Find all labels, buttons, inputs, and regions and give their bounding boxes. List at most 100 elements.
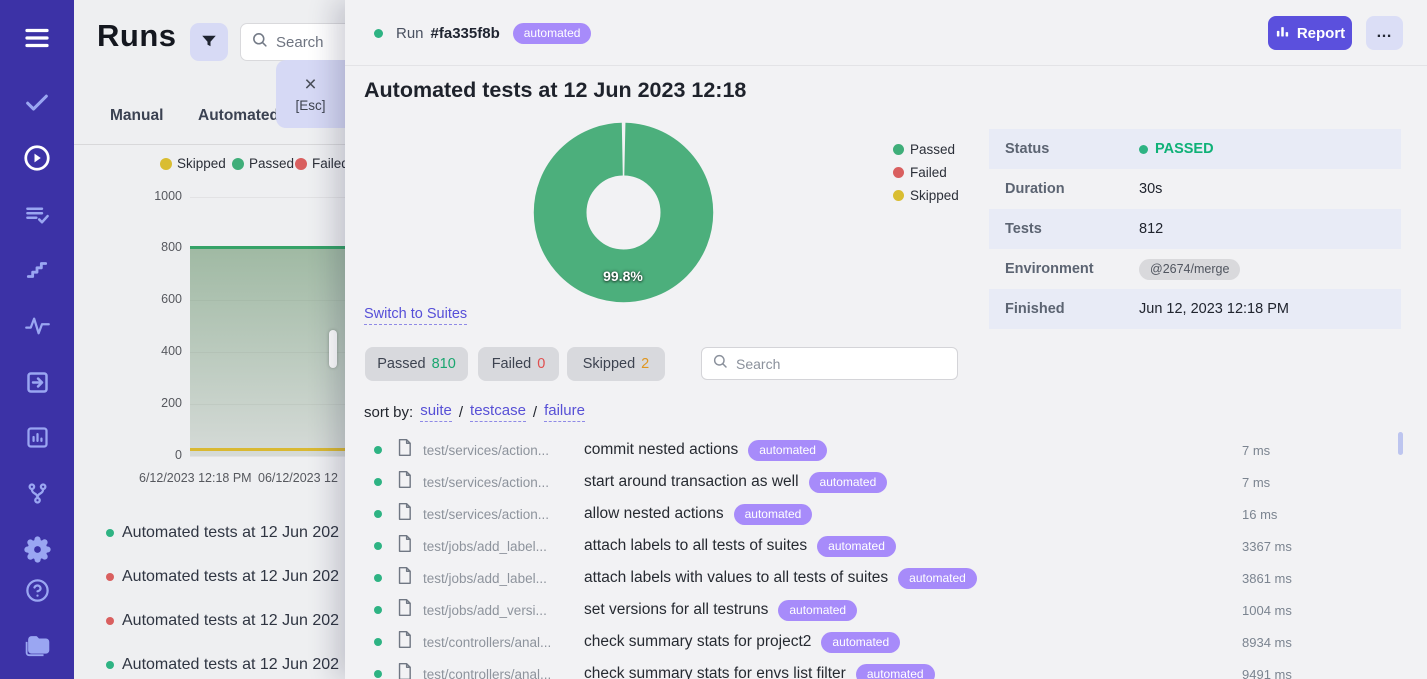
- skipped-dot-icon: [160, 157, 172, 170]
- test-row[interactable]: test/services/action... allow nested act…: [364, 498, 1407, 530]
- sidebar-item-analytics[interactable]: [17, 417, 57, 457]
- gridline: [190, 456, 345, 457]
- summary-row-duration: Duration 30s: [989, 169, 1401, 209]
- sidebar-item-milestones[interactable]: [17, 250, 57, 290]
- switch-to-suites-link[interactable]: Switch to Suites: [364, 306, 468, 325]
- report-label: Report: [1296, 24, 1346, 42]
- test-row[interactable]: test/controllers/anal... check summary s…: [364, 658, 1407, 679]
- panel-scrollbar-thumb[interactable]: [1398, 432, 1403, 455]
- test-row[interactable]: test/jobs/add_versi... set versions for …: [364, 594, 1407, 626]
- sidebar-item-import[interactable]: [17, 362, 57, 402]
- failed-dot-icon: [295, 157, 307, 170]
- tests-search-input[interactable]: [736, 355, 926, 372]
- filter-passed-button[interactable]: Passed 810: [365, 347, 468, 381]
- test-row[interactable]: test/services/action... commit nested ac…: [364, 434, 1407, 466]
- test-row[interactable]: test/services/action... start around tra…: [364, 466, 1407, 498]
- run-list-item[interactable]: Automated tests at 12 Jun 202: [106, 654, 339, 676]
- test-duration: 7 ms: [1242, 474, 1271, 490]
- summary-row-environment: Environment @2674/merge: [989, 249, 1401, 289]
- filter-button[interactable]: [190, 23, 228, 61]
- sidebar-item-help[interactable]: [17, 570, 57, 610]
- test-path: test/controllers/anal...: [423, 666, 552, 679]
- passed-dot-icon: [374, 670, 382, 678]
- test-duration: 3861 ms: [1242, 570, 1292, 586]
- list-check-icon: [24, 202, 51, 229]
- test-path: test/jobs/add_versi...: [423, 602, 547, 618]
- automated-badge: automated: [855, 663, 935, 679]
- runs-page: Runs Manual Automated Skipped Passed Fai…: [74, 0, 345, 679]
- sidebar-item-checks[interactable]: [17, 82, 57, 122]
- test-row[interactable]: test/jobs/add_label... attach labels wit…: [364, 562, 1407, 594]
- skipped-dot-icon: [893, 189, 904, 201]
- status-badge: PASSED: [1139, 141, 1214, 157]
- sidebar-item-runs-active[interactable]: [17, 138, 57, 178]
- esc-hint: [Esc]: [295, 97, 326, 113]
- y-axis-tick: 400: [161, 344, 182, 358]
- page-scrollbar-thumb[interactable]: [329, 330, 337, 368]
- passed-area-series: [190, 246, 345, 456]
- tab-manual[interactable]: Manual: [110, 107, 164, 124]
- run-summary-table: Status PASSED Duration 30s Tests 812 Env…: [989, 129, 1401, 329]
- main-search-input[interactable]: [276, 33, 345, 51]
- main-search-box[interactable]: [240, 23, 345, 61]
- legend-label: Skipped: [910, 187, 959, 203]
- passed-count: 810: [431, 356, 456, 372]
- ellipsis-icon: …: [1376, 24, 1393, 41]
- panel-topbar: Run #fa335f8b automated Report …: [345, 0, 1427, 66]
- gear-icon: [23, 535, 51, 563]
- results-donut-chart: [531, 120, 716, 305]
- sidebar-item-settings[interactable]: [17, 529, 57, 569]
- test-row[interactable]: test/jobs/add_label... attach labels to …: [364, 530, 1407, 562]
- sort-separator: /: [532, 403, 538, 421]
- chip-label: Passed: [377, 356, 426, 372]
- x-axis-tick: 6/12/2023 12:18 PM: [139, 471, 252, 485]
- test-duration: 1004 ms: [1242, 602, 1292, 618]
- menu-button[interactable]: [17, 18, 57, 58]
- automated-badge: automated: [512, 22, 592, 44]
- test-row[interactable]: test/controllers/anal... check summary s…: [364, 626, 1407, 658]
- run-list-item[interactable]: Automated tests at 12 Jun 202: [106, 522, 339, 544]
- tab-automated[interactable]: Automated: [198, 107, 279, 124]
- report-button[interactable]: Report: [1268, 16, 1352, 50]
- automated-badge: automated: [808, 471, 888, 493]
- sidebar-item-projects[interactable]: [17, 625, 57, 665]
- automated-badge: automated: [778, 599, 858, 621]
- test-duration: 3367 ms: [1242, 538, 1292, 554]
- run-list-item[interactable]: Automated tests at 12 Jun 202: [106, 566, 339, 588]
- folder-icon: [23, 631, 52, 660]
- sidebar-item-testcases[interactable]: [17, 195, 57, 235]
- summary-label: Tests: [1005, 221, 1042, 237]
- summary-row-tests: Tests 812: [989, 209, 1401, 249]
- test-path: test/services/action...: [423, 474, 550, 490]
- automated-badge: automated: [821, 631, 901, 653]
- summary-value: Jun 12, 2023 12:18 PM: [1139, 301, 1289, 317]
- more-menu-button[interactable]: …: [1366, 16, 1403, 50]
- donut-legend-passed: Passed: [893, 138, 955, 160]
- tests-search-box[interactable]: [701, 347, 958, 380]
- summary-value: 812: [1139, 221, 1164, 237]
- sidebar-item-branches[interactable]: [17, 473, 57, 513]
- filter-skipped-button[interactable]: Skipped 2: [567, 347, 665, 381]
- file-icon: [396, 534, 413, 558]
- failed-status-dot-icon: [106, 617, 114, 625]
- test-path: test/services/action...: [423, 442, 550, 458]
- sort-by-suite-link[interactable]: suite: [420, 402, 452, 422]
- summary-label: Status: [1005, 141, 1050, 157]
- sort-by-failure-link[interactable]: failure: [544, 402, 585, 422]
- report-chart-icon: [1275, 24, 1290, 43]
- summary-label: Environment: [1005, 261, 1094, 277]
- summary-label: Duration: [1005, 181, 1065, 197]
- environment-pill: @2674/merge: [1139, 258, 1241, 280]
- test-name: attach labels to all tests of suites: [584, 537, 808, 554]
- sidebar-item-activity[interactable]: [17, 306, 57, 346]
- close-panel-button[interactable]: × [Esc]: [276, 60, 345, 128]
- steps-icon: [24, 257, 50, 283]
- filter-failed-button[interactable]: Failed 0: [478, 347, 559, 381]
- passed-dot-icon: [374, 478, 382, 486]
- run-list-item[interactable]: Automated tests at 12 Jun 202: [106, 610, 339, 632]
- summary-value: 30s: [1139, 181, 1163, 197]
- file-icon: [396, 598, 413, 622]
- test-path: test/services/action...: [423, 506, 550, 522]
- failed-status-dot-icon: [106, 573, 114, 581]
- sort-by-testcase-link[interactable]: testcase: [470, 402, 526, 422]
